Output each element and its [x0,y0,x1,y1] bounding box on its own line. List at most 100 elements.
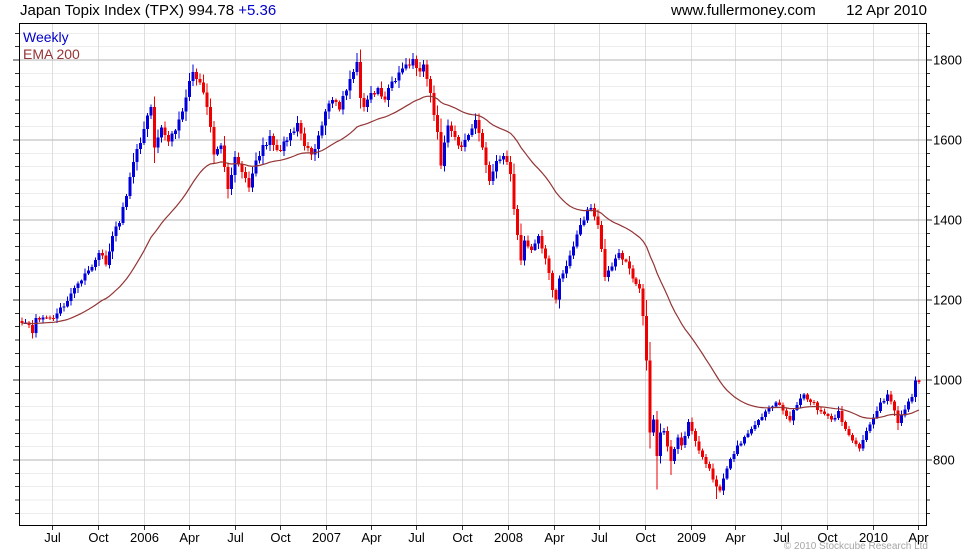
candle-up [188,73,191,102]
candle-up [72,285,76,299]
candle-up [900,410,903,427]
candle-up [86,265,90,275]
candle-up [320,121,324,139]
candle-down [153,96,157,164]
time-axis-label: 2008 [494,530,523,545]
candle-down [812,399,816,406]
candle-up [387,84,390,107]
candle-down [641,283,645,326]
candle-up [34,314,38,338]
candle-down [477,113,481,142]
candle-down [359,49,362,109]
candle-down [380,81,383,99]
candle-down [509,155,513,182]
candle-down [697,436,701,455]
time-axis-label: Jul [773,530,790,545]
price-axis-labels: 1800 1600 1400 1200 1000 800 [933,53,962,468]
price-change: +5.36 [238,2,277,19]
candle-up [568,250,572,269]
candle-up [756,418,760,428]
candle-down [624,258,628,263]
candle-up [659,423,663,464]
candle-up [495,155,499,179]
candle-down [631,265,635,283]
candle-up [732,450,736,463]
candle-up [285,136,289,147]
price-axis-label: 800 [933,453,955,468]
candle-up [502,153,506,165]
time-axis-label: 2009 [677,530,706,545]
candle-up [673,447,677,464]
time-axis-label: Jul [227,530,244,545]
copyright-notice: © 2010 Stockcube Research Ltd [783,541,928,552]
candle-down [428,76,432,103]
candle-up [142,121,146,145]
candle-down [816,400,820,415]
time-axis-label: Apr [544,530,565,545]
candle-up [868,422,872,433]
time-axis-label: Apr [908,530,929,545]
candle-down [432,85,436,121]
time-axis-label: Oct [635,530,656,545]
price-axis-label: 1000 [933,373,962,388]
candle-down [275,139,279,152]
legend-timeframe: Weekly [23,29,69,45]
candle-down [854,437,858,447]
candle-up [498,155,502,164]
candle-down [271,133,275,152]
candle-up [802,393,806,401]
candle-down [407,58,411,69]
chart-frame [19,23,927,526]
candle-up [65,296,69,308]
candle-up [913,376,917,402]
candle-down [634,276,638,287]
ema-line [22,95,920,419]
candle-up [107,243,111,269]
candle-down [708,461,711,472]
candle-down [544,244,547,265]
candle-down [809,398,813,406]
candle-up [470,124,474,138]
candle-down [306,141,310,152]
vertical-gridlines [52,23,919,525]
candle-down [303,127,307,151]
candle-up [229,167,233,196]
candle-down [645,299,649,371]
candle-up [491,163,495,186]
candle-up [83,268,87,285]
time-axis-label: Oct [270,530,291,545]
candle-up [617,248,621,260]
price-axis-label: 1600 [933,133,962,148]
page-title: Japan Topix Index (TPX) 994.78 +5.36 [20,2,276,19]
candle-down [453,125,457,141]
time-axis-labels: Jul Oct 2006 Apr Jul Oct 2007 Apr Jul Oct 2008 Apr J… [44,530,929,545]
candle-down [830,413,834,422]
candle-down [212,121,216,164]
candle-up [558,275,561,309]
candle-down [278,144,282,152]
candle-down [592,203,596,221]
candle-down [680,432,684,450]
legend-ema-200: EMA 200 [23,46,80,62]
candle-up [753,421,757,431]
price-axis-label: 1200 [933,293,962,308]
candle-down [784,408,788,419]
candle-down [512,163,516,215]
candle-up [533,239,537,252]
candle-up [393,77,397,84]
candle-down [519,223,523,266]
candle-up [215,146,219,157]
candle-up [397,66,401,89]
candlestick-series [20,49,921,500]
candle-up [763,409,767,421]
candle-up [62,303,66,312]
candle-down [526,235,530,249]
candle-down [48,315,52,320]
candle-up [676,434,680,454]
candle-up [289,129,293,146]
candle-up [582,216,586,227]
candle-up [327,100,331,119]
candle-up [292,127,296,135]
candle-up [446,119,450,148]
